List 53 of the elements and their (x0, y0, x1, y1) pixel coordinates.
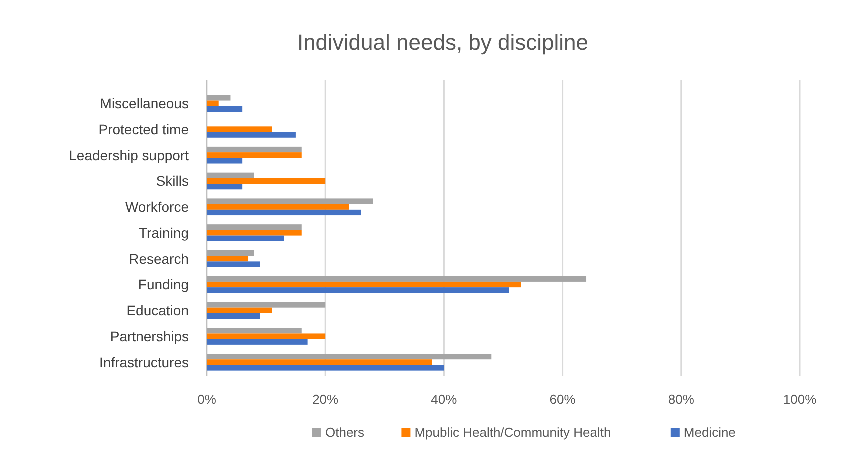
y-tick-label: Miscellaneous (100, 95, 189, 112)
bar (207, 334, 326, 340)
bar (207, 276, 587, 282)
bar (207, 158, 243, 164)
bar (207, 236, 284, 242)
bar (207, 178, 326, 184)
y-tick-label: Protected time (98, 121, 190, 138)
bar (207, 172, 254, 178)
legend-label: Others (326, 425, 366, 440)
bar (207, 95, 231, 101)
bar (207, 302, 326, 308)
legend-label: Medicine (684, 425, 736, 440)
y-tick-label: Skills (156, 173, 189, 190)
bar (207, 256, 249, 262)
y-tick-label: Funding (138, 276, 189, 293)
bar (207, 328, 302, 334)
bar (207, 204, 350, 210)
bar (207, 210, 362, 216)
bar (207, 224, 302, 230)
bar (207, 250, 254, 256)
x-tick-label: 40% (431, 392, 458, 407)
x-tick-label: 60% (550, 392, 576, 407)
bar (207, 262, 260, 268)
bar (207, 198, 374, 204)
y-tick-label: Training (138, 224, 189, 241)
bar (207, 360, 432, 366)
x-tick-label: 0% (198, 392, 217, 407)
y-tick-label: Partnerships (110, 328, 189, 344)
x-tick-label: 80% (668, 392, 695, 407)
bar (207, 339, 308, 345)
bar (207, 106, 243, 112)
bar (207, 126, 272, 132)
y-tick-label: Workforce (125, 199, 190, 216)
bar (207, 132, 296, 138)
x-tick-label: 20% (312, 392, 340, 407)
legend-label: Mpublic Health/Community Health (414, 425, 612, 440)
y-tick-label: Infrastructures (100, 354, 189, 370)
x-tick-label: 100% (783, 392, 818, 407)
bar (207, 152, 302, 158)
bar (207, 365, 444, 371)
y-tick-label: Leadership support (69, 147, 190, 164)
chart-title: Individual needs, by discipline (297, 30, 589, 55)
bar (207, 308, 272, 314)
bar (207, 100, 219, 106)
bar (207, 288, 510, 294)
bar (207, 146, 302, 153)
bar (207, 282, 522, 288)
bar (207, 354, 492, 360)
bar (207, 230, 302, 236)
y-tick-label: Research (129, 250, 189, 267)
y-tick-label: Education (126, 302, 189, 319)
bar (207, 313, 260, 320)
bar (207, 184, 243, 190)
